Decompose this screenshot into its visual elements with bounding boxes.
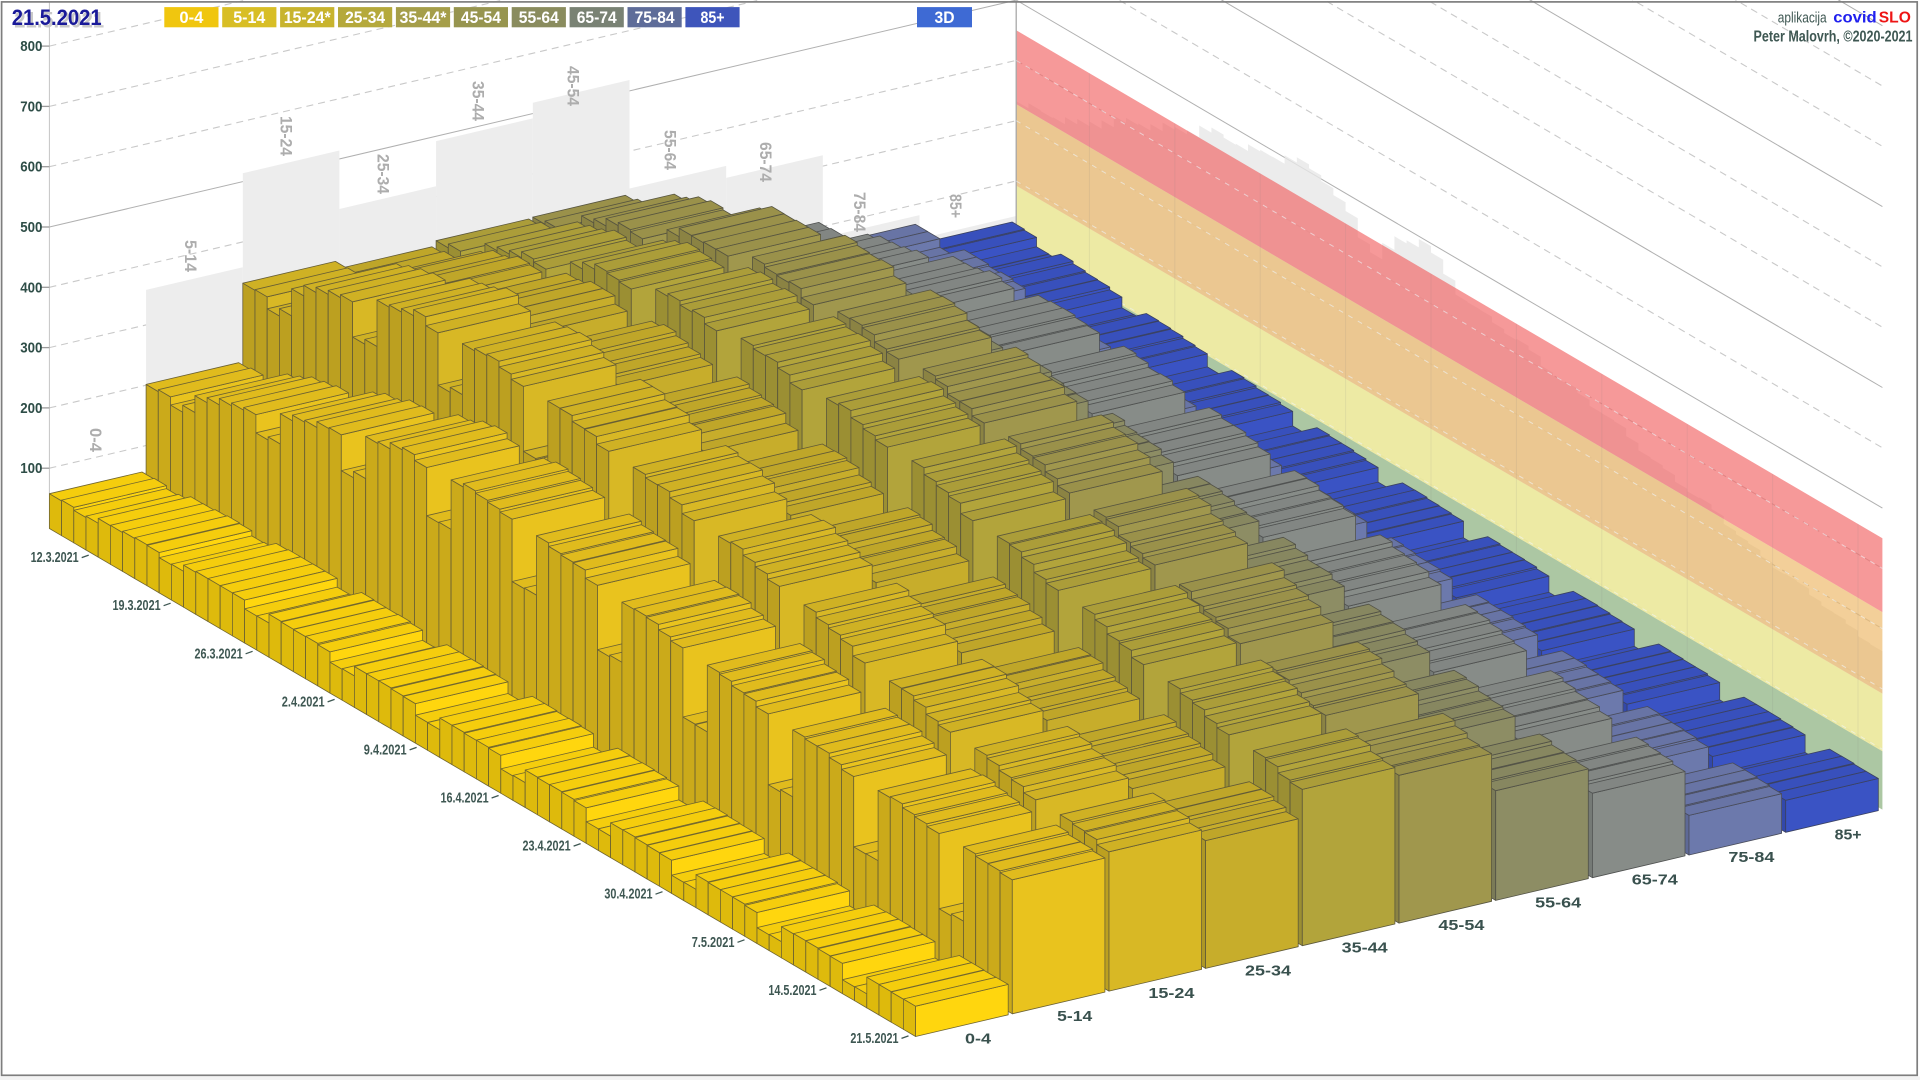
svg-text:0-4: 0-4 <box>179 8 204 27</box>
svg-text:25-34: 25-34 <box>345 8 385 27</box>
svg-text:75-84: 75-84 <box>850 192 869 232</box>
svg-text:85+: 85+ <box>946 194 965 218</box>
svg-text:300: 300 <box>20 340 42 357</box>
svg-text:55-64: 55-64 <box>519 8 559 27</box>
svg-text:26.3.2021: 26.3.2021 <box>195 645 243 662</box>
svg-text:21.5.2021: 21.5.2021 <box>12 5 102 30</box>
svg-text:0-4: 0-4 <box>86 428 105 453</box>
svg-text:0-4: 0-4 <box>965 1031 992 1048</box>
svg-text:35-44*: 35-44* <box>400 8 447 27</box>
svg-text:covid: covid <box>1833 10 1876 27</box>
svg-text:25-34: 25-34 <box>373 154 392 194</box>
svg-text:55-64: 55-64 <box>660 130 679 170</box>
svg-text:35-44: 35-44 <box>1342 940 1389 957</box>
svg-text:85+: 85+ <box>1835 826 1862 843</box>
svg-text:aplikacija: aplikacija <box>1778 10 1828 27</box>
svg-text:15-24: 15-24 <box>1148 985 1195 1002</box>
svg-text:15-24*: 15-24* <box>284 8 331 27</box>
svg-text:400: 400 <box>20 279 42 296</box>
svg-text:65-74: 65-74 <box>756 142 775 182</box>
svg-text:21.5.2021: 21.5.2021 <box>14 8 104 33</box>
svg-text:45-54: 45-54 <box>1438 917 1485 934</box>
svg-text:500: 500 <box>20 219 42 236</box>
svg-text:12.3.2021: 12.3.2021 <box>31 549 79 566</box>
svg-text:16.4.2021: 16.4.2021 <box>441 790 489 807</box>
svg-text:200: 200 <box>20 400 42 417</box>
svg-text:Peter Malovrh, ©2020-2021: Peter Malovrh, ©2020-2021 <box>1754 29 1913 46</box>
svg-text:75-84: 75-84 <box>635 8 675 27</box>
svg-text:5-14: 5-14 <box>233 8 266 27</box>
svg-text:21.5.2021: 21.5.2021 <box>850 1030 898 1047</box>
svg-text:SLO: SLO <box>1879 10 1911 27</box>
svg-text:65-74: 65-74 <box>1632 872 1679 889</box>
svg-text:75-84: 75-84 <box>1728 849 1775 866</box>
svg-text:9.4.2021: 9.4.2021 <box>364 741 407 758</box>
svg-text:100: 100 <box>20 460 42 477</box>
svg-text:3D: 3D <box>935 8 955 27</box>
svg-text:30.4.2021: 30.4.2021 <box>604 886 652 903</box>
svg-text:45-54: 45-54 <box>564 66 583 106</box>
svg-text:85+: 85+ <box>701 8 725 27</box>
svg-text:55-64: 55-64 <box>1535 894 1582 911</box>
svg-text:14.5.2021: 14.5.2021 <box>768 982 816 999</box>
svg-text:19.3.2021: 19.3.2021 <box>113 597 161 614</box>
svg-text:45-54: 45-54 <box>461 8 501 27</box>
svg-text:5-14: 5-14 <box>1057 1008 1093 1025</box>
svg-text:5-14: 5-14 <box>181 240 200 273</box>
svg-text:700: 700 <box>20 98 42 115</box>
svg-text:15-24: 15-24 <box>277 116 296 156</box>
svg-text:35-44: 35-44 <box>469 81 488 121</box>
svg-text:7.5.2021: 7.5.2021 <box>692 934 735 951</box>
svg-text:23.4.2021: 23.4.2021 <box>523 838 571 855</box>
svg-text:25-34: 25-34 <box>1245 962 1292 979</box>
svg-text:600: 600 <box>20 159 42 176</box>
svg-text:2.4.2021: 2.4.2021 <box>282 693 325 710</box>
svg-text:65-74: 65-74 <box>577 8 617 27</box>
svg-text:800: 800 <box>20 38 42 55</box>
